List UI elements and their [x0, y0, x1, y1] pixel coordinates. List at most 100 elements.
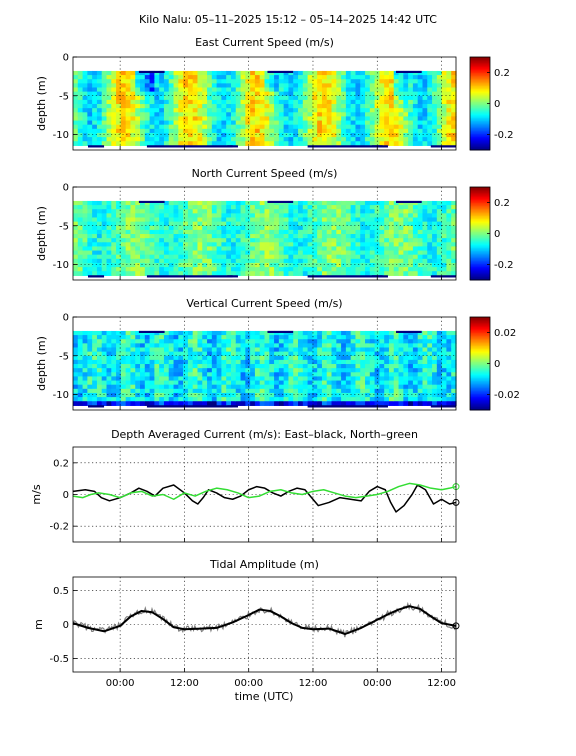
- heatmap-cell: [140, 234, 146, 239]
- y-tick-label: -10: [53, 130, 69, 141]
- heatmap-cell: [408, 359, 414, 365]
- heatmap-cell: [345, 351, 352, 357]
- heatmap-cell: [365, 364, 371, 369]
- heatmap-cell: [101, 95, 108, 101]
- heatmap-cell: [211, 267, 218, 272]
- heatmap-cell: [283, 271, 290, 276]
- heatmap-cell: [288, 254, 294, 260]
- heatmap-cell: [149, 108, 155, 113]
- heatmap-cell: [92, 70, 98, 76]
- heatmap-cell: [168, 132, 175, 138]
- heatmap-cell: [101, 246, 108, 252]
- heatmap-cell: [92, 330, 98, 336]
- heatmap-cell: [446, 397, 452, 402]
- heatmap-cell: [422, 271, 428, 276]
- heatmap-cell: [230, 397, 237, 402]
- heatmap-cell: [73, 372, 79, 378]
- heatmap-cell: [211, 141, 218, 146]
- heatmap-cell: [432, 91, 438, 97]
- heatmap-cell: [120, 141, 127, 146]
- heatmap-cell: [163, 209, 170, 214]
- heatmap-cell: [168, 120, 175, 126]
- heatmap-cell: [135, 335, 141, 340]
- heatmap-cell: [144, 75, 151, 80]
- heatmap-cell: [230, 355, 237, 361]
- heatmap-cell: [173, 392, 179, 398]
- heatmap-cell: [307, 388, 313, 394]
- heatmap-cell: [341, 87, 347, 93]
- heatmap-cell: [412, 99, 419, 105]
- heatmap-cell: [288, 347, 294, 353]
- heatmap-cell: [159, 267, 165, 272]
- heatmap-cell: [336, 258, 342, 264]
- heatmap-cell: [321, 205, 328, 210]
- heatmap-cell: [451, 401, 457, 406]
- heatmap-cell: [274, 205, 280, 210]
- heatmap-cell: [441, 108, 448, 113]
- heatmap-cell: [130, 91, 136, 97]
- heatmap-cell: [393, 351, 400, 357]
- heatmap-cell: [87, 238, 93, 243]
- heatmap-cell: [183, 108, 189, 113]
- heatmap-cell: [116, 95, 122, 101]
- heatmap-cell: [92, 397, 98, 402]
- heatmap-cell: [360, 221, 366, 227]
- heatmap-cell: [307, 205, 313, 210]
- heatmap-cell: [274, 87, 280, 93]
- heatmap-cell: [221, 339, 227, 344]
- heatmap-cell: [264, 364, 270, 369]
- heatmap-cell: [278, 95, 285, 101]
- heatmap-cell: [77, 380, 84, 386]
- heatmap-cell: [321, 87, 328, 93]
- heatmap-cell: [326, 234, 333, 239]
- heatmap-cell: [398, 246, 404, 252]
- heatmap-cell: [432, 70, 438, 76]
- heatmap-cell: [274, 335, 280, 340]
- heatmap-cell: [384, 112, 390, 118]
- heatmap-cell: [412, 347, 419, 353]
- heatmap-cell: [211, 234, 218, 239]
- heatmap-cell: [125, 108, 132, 113]
- heatmap-cell: [96, 132, 103, 138]
- colorbar-step: [470, 396, 490, 399]
- heatmap-cell: [240, 112, 246, 118]
- heatmap-cell: [451, 351, 457, 357]
- heatmap-cell: [135, 229, 141, 235]
- heatmap-cell: [350, 258, 357, 264]
- colorbar-step: [470, 74, 490, 77]
- heatmap-cell: [259, 351, 266, 357]
- heatmap-cell: [432, 392, 438, 398]
- heatmap-cell: [202, 335, 208, 340]
- heatmap-cell: [82, 124, 88, 130]
- heatmap-cell: [140, 79, 146, 84]
- heatmap-cell: [369, 79, 376, 84]
- heatmap-cell: [144, 246, 151, 252]
- heatmap-cell: [187, 347, 194, 353]
- heatmap-cell: [365, 401, 371, 406]
- colorbar-step: [470, 194, 490, 197]
- heatmap-cell: [154, 246, 160, 252]
- heatmap-cell: [302, 75, 309, 80]
- heatmap-cell: [388, 141, 395, 146]
- heatmap-cell: [250, 229, 256, 235]
- heatmap-cell: [197, 141, 203, 146]
- heatmap-cell: [125, 359, 132, 365]
- heatmap-cell: [111, 351, 117, 357]
- heatmap-cell: [245, 79, 251, 84]
- heatmap-cell: [187, 372, 194, 378]
- heatmap-cell: [96, 205, 103, 210]
- heatmap-cell: [106, 221, 112, 227]
- heatmap-cell: [116, 242, 122, 248]
- heatmap-cell: [326, 246, 333, 252]
- heatmap-cell: [73, 116, 79, 122]
- heatmap-cell: [360, 112, 366, 118]
- heatmap-cell: [235, 95, 242, 101]
- heatmap-cell: [288, 380, 294, 386]
- heatmap-cell: [417, 380, 424, 386]
- heatmap-cell: [441, 258, 448, 264]
- colorbar-step: [470, 256, 490, 259]
- heatmap-cell: [269, 258, 275, 264]
- heatmap-cell: [417, 262, 424, 268]
- heatmap-cell: [355, 209, 361, 214]
- heatmap-cell: [211, 79, 218, 84]
